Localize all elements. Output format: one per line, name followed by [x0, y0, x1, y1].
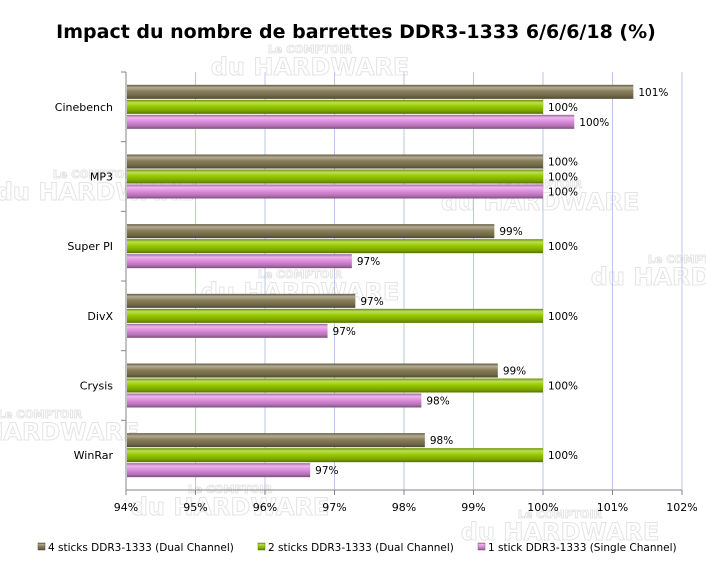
- x-tick-label: 98%: [392, 501, 416, 514]
- watermark-text: Le COMPTOIR: [518, 508, 603, 521]
- data-label: 100%: [548, 241, 578, 253]
- data-label: 100%: [548, 381, 578, 393]
- x-tick-label: 99%: [461, 501, 485, 514]
- bars: 101%100%100%100%100%100%99%100%97%97%100…: [127, 84, 668, 478]
- bar: [127, 239, 543, 254]
- bar: [127, 184, 543, 199]
- watermark-text: du HARDWARE: [211, 53, 410, 81]
- bar: [127, 463, 311, 478]
- bar: [127, 323, 328, 338]
- data-label: 99%: [499, 226, 522, 238]
- bar: [127, 393, 422, 408]
- watermark-text: du HARDWARE: [131, 493, 330, 521]
- data-label: 99%: [503, 366, 526, 378]
- bar: [127, 99, 543, 114]
- bar: [127, 169, 543, 184]
- watermark-text: Le COMPTOIR: [258, 268, 343, 281]
- legend-swatch: [37, 542, 46, 551]
- category-label: Crysis: [80, 380, 114, 393]
- legend-swatch: [477, 542, 486, 551]
- watermark-text: Le COMPTOIR: [268, 43, 353, 56]
- bar: [127, 114, 575, 129]
- x-tick-label: 102%: [666, 501, 697, 514]
- legend-swatch: [257, 542, 266, 551]
- x-tick-label: 94%: [114, 501, 138, 514]
- axes: 94% 95% 96% 97% 98% 99% 100% 101% 102% Cinebench M…: [55, 71, 698, 514]
- bar: [127, 293, 356, 308]
- data-label: 100%: [548, 187, 578, 199]
- watermark-text: Le COMPTOIR: [648, 253, 706, 266]
- data-label: 100%: [548, 450, 578, 462]
- data-label: 100%: [548, 311, 578, 323]
- x-tick-label: 97%: [322, 501, 346, 514]
- category-label: WinRar: [74, 449, 114, 462]
- data-label: 100%: [548, 102, 578, 114]
- legend: 4 sticks DDR3-1333 (Dual Channel) 2 stick…: [37, 542, 677, 554]
- legend-label: 2 sticks DDR3-1333 (Dual Channel): [268, 542, 454, 554]
- data-label: 97%: [333, 326, 356, 338]
- data-label: 98%: [426, 396, 449, 408]
- legend-label: 4 sticks DDR3-1333 (Dual Channel): [48, 542, 234, 554]
- data-label: 97%: [357, 256, 380, 268]
- bar: [127, 378, 543, 393]
- data-label: 98%: [430, 435, 453, 447]
- category-label: Super PI: [67, 240, 113, 253]
- bar: [127, 254, 352, 269]
- data-label: 100%: [548, 157, 578, 169]
- bar: [127, 308, 543, 323]
- bar: [127, 154, 543, 169]
- x-tick-label: 96%: [253, 501, 277, 514]
- watermark-text: du HARDWARE: [0, 418, 139, 446]
- watermark-text: du HARDWARE: [591, 263, 706, 291]
- bar: [127, 363, 498, 378]
- x-tick-label: 100%: [527, 501, 558, 514]
- bar: [127, 448, 543, 463]
- data-label: 101%: [638, 87, 668, 99]
- bar: [127, 84, 634, 99]
- x-tick-label: 101%: [597, 501, 628, 514]
- x-tick-label: 95%: [183, 501, 207, 514]
- bar: [127, 433, 425, 448]
- data-label: 100%: [579, 117, 609, 129]
- bar: [127, 224, 495, 239]
- data-label: 100%: [548, 172, 578, 184]
- category-label: Cinebench: [55, 101, 113, 114]
- legend-label: 1 stick DDR3-1333 (Single Channel): [488, 542, 677, 554]
- chart-title: Impact du nombre de barrettes DDR3-1333 …: [56, 21, 656, 43]
- data-label: 97%: [360, 296, 383, 308]
- category-label: DivX: [87, 310, 113, 323]
- watermark-text: du HARDWARE: [461, 518, 660, 546]
- watermark-text: Le COMPTOIR: [53, 168, 138, 181]
- watermark-text: Le COMPTOIR: [0, 408, 83, 421]
- category-label: MP3: [90, 171, 113, 184]
- data-label: 97%: [315, 465, 338, 477]
